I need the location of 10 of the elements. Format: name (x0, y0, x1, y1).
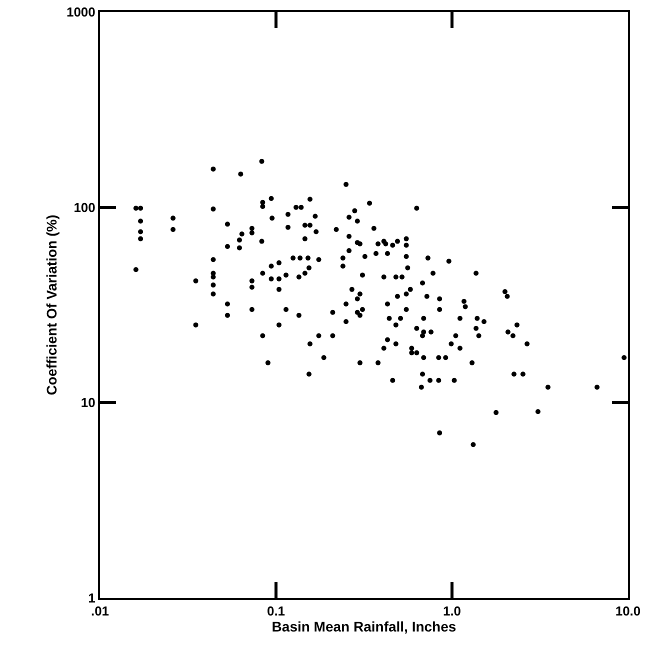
y-tick-label: 1000 (66, 4, 96, 20)
y-tick-label: 1 (88, 590, 96, 606)
y-tick-label: 100 (74, 200, 96, 215)
y-axis-title: Coefficient Of Variation (%) (44, 214, 60, 396)
x-axis-title: Basin Mean Rainfall, Inches (272, 618, 456, 635)
y-tick-label: 10 (80, 395, 96, 410)
x-tick-label: 0.1 (266, 604, 286, 619)
x-tick-label: 1.0 (442, 604, 462, 619)
x-tick-label: 10.0 (615, 604, 641, 619)
x-tick-label: .01 (90, 604, 110, 619)
